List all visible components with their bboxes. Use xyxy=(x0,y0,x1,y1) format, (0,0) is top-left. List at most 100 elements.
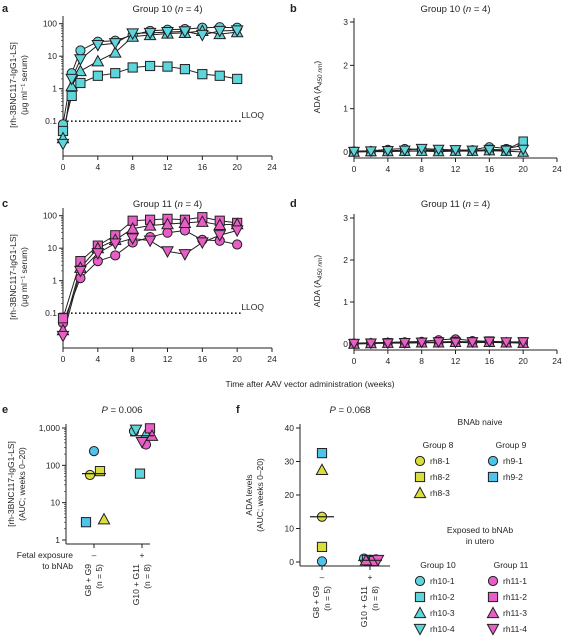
legend-marker xyxy=(487,591,499,603)
y-axis-label: [rh-3BNC117-IgG1-LS] xyxy=(8,42,18,128)
x-tick-label: 0 xyxy=(61,354,66,364)
legend-marker xyxy=(487,455,499,467)
y-axis-label: ADA (A450 nm) xyxy=(312,255,324,308)
y-axis-label: [rh-3BNC117-IgG1-LS] xyxy=(8,234,18,320)
p-value-annotation: P = 0.006 xyxy=(102,405,143,416)
point-rh10-2 xyxy=(110,68,121,79)
p-value-annotation: P = 0.068 xyxy=(330,405,371,416)
x-tick-label: 20 xyxy=(518,164,528,174)
y-tick-label: 2 xyxy=(343,60,348,70)
category-label: G10 + G11 xyxy=(359,586,369,627)
point-rh10-4 xyxy=(500,145,513,157)
y-axis-label: (AUC; weeks 0–20) xyxy=(255,458,265,532)
point-rh11-4 xyxy=(178,249,192,261)
legend-item-label: rh10-4 xyxy=(430,624,455,634)
point-rh11-4 xyxy=(108,238,122,251)
point-rh11-3 xyxy=(143,218,157,231)
point-rh10-2 xyxy=(518,136,528,146)
point-rh10-4 xyxy=(108,38,122,50)
lloq-label: LLOQ xyxy=(241,110,264,120)
point-rh11-3 xyxy=(195,215,209,227)
x-tick-label: 12 xyxy=(451,164,461,174)
y-tick-label: 2 xyxy=(343,255,348,265)
legend-item-label: rh9-2 xyxy=(503,472,523,482)
y-axis-label: ADA (A450 nm) xyxy=(312,61,324,114)
legend-item-label: rh10-3 xyxy=(430,608,455,618)
point-rh11-4 xyxy=(213,230,227,242)
x-tick-label: 0 xyxy=(61,162,66,172)
x-tick-label: 16 xyxy=(198,354,208,364)
y-tick-label: 10 xyxy=(48,51,58,61)
category-label: G8 + G9 xyxy=(83,564,93,597)
point-rh10-4 xyxy=(483,145,496,157)
point-rh10-4 xyxy=(364,146,377,158)
point-rh10-2 xyxy=(214,70,225,81)
x-tick-label: 4 xyxy=(95,162,100,172)
y-tick-label: 1 xyxy=(55,535,60,545)
panel-d: d Group 11 (n = 4) 0 4 8 12 16 20 24 3 2 1 0 ADA (A45… xyxy=(290,198,562,366)
point-rh10-4 xyxy=(415,143,428,155)
y-tick-label: 100 xyxy=(46,460,60,470)
y-tick-label: 10 xyxy=(285,524,295,534)
point-rh11-4 xyxy=(364,338,377,350)
legend-title: BNAb naive xyxy=(458,417,503,427)
legend-marker xyxy=(486,606,500,619)
panel-title: Group 11 (n = 4) xyxy=(421,199,490,210)
point-rh10-3 xyxy=(65,79,79,92)
point-rh10-4 xyxy=(230,25,244,38)
data-point xyxy=(315,463,329,475)
point-rh11-4 xyxy=(347,338,361,350)
point-rh10-2 xyxy=(232,73,243,85)
x-tick-label: 24 xyxy=(552,164,562,174)
point-rh10-3 xyxy=(108,45,122,58)
y-tick-label: 0 xyxy=(343,147,348,157)
point-rh11-1 xyxy=(232,239,243,250)
legend-marker xyxy=(487,575,499,587)
panel-f: f P = 0.068 40 30 20 10 0 ADA levels (AUC; weeks… xyxy=(236,404,390,627)
y-tick-label: 0.1 xyxy=(45,308,57,318)
panel-title: Group 10 (n = 4) xyxy=(133,4,203,15)
point-rh10-4 xyxy=(432,144,445,156)
exposure-row-label: to bNAb xyxy=(42,561,73,571)
y-tick-label: 10 xyxy=(48,243,58,253)
panel-letter: e xyxy=(2,404,8,416)
y-tick-label: 30 xyxy=(285,457,295,467)
panel-letter: a xyxy=(2,3,9,15)
legend-item-label: rh9-1 xyxy=(503,456,523,466)
legend-group-title: Group 8 xyxy=(423,440,454,450)
data-point xyxy=(129,424,143,437)
y-tick-label: 1 xyxy=(343,104,348,114)
x-tick-label: 24 xyxy=(267,162,277,172)
data-point xyxy=(134,468,146,479)
x-tick-label: 16 xyxy=(485,164,495,174)
point-rh10-2 xyxy=(179,64,191,75)
x-tick-label: 8 xyxy=(419,356,424,366)
legend-marker xyxy=(414,575,426,587)
panel-title: Group 11 (n = 4) xyxy=(133,199,202,210)
x-tick-label: 4 xyxy=(385,164,390,174)
panel-letter: b xyxy=(290,3,297,15)
point-rh10-2 xyxy=(162,61,173,72)
category-label: G10 + G11 xyxy=(131,564,141,605)
point-rh11-4 xyxy=(195,237,209,250)
exposure-sign: + xyxy=(140,550,145,560)
point-rh10-2 xyxy=(92,70,103,81)
legend-item-label: rh11-2 xyxy=(503,592,527,602)
x-tick-label: 24 xyxy=(552,356,562,366)
legend-group-title: Group 11 xyxy=(494,560,529,570)
point-rh10-4 xyxy=(73,54,87,66)
point-rh10-2 xyxy=(197,69,208,80)
data-point xyxy=(316,556,328,567)
y-tick-label: 3 xyxy=(343,17,348,27)
point-rh10-4 xyxy=(161,27,174,39)
exposure-sign: – xyxy=(92,550,97,560)
point-rh11-2 xyxy=(57,313,69,324)
exposure-sign: – xyxy=(320,572,325,582)
point-rh10-4 xyxy=(56,138,70,151)
x-axis-label: Time after AAV vector administration (we… xyxy=(225,379,394,389)
legend-group-title: Group 10 xyxy=(420,560,456,570)
panel-e: e P = 0.006 1,000 100 10 1 [rh-3BNC117-IgG1-LS… xyxy=(2,404,159,605)
legend-item-label: rh10-2 xyxy=(430,592,455,602)
data-point xyxy=(135,436,149,449)
